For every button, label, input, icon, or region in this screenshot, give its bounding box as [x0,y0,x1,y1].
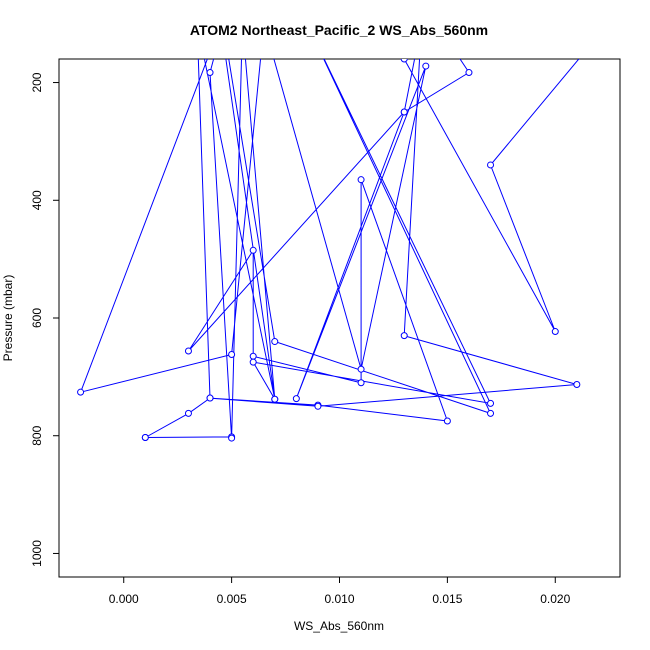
data-point [422,62,430,70]
data-point [400,108,408,116]
data-point [249,246,257,254]
data-point [271,338,279,346]
data-point [206,69,214,77]
series-line [79,59,580,439]
y-tick-label: 800 [30,425,44,445]
y-axis: 200 400 600 800 1000 [30,72,59,567]
data-point [357,379,365,387]
data-point [595,32,601,38]
data-point [249,358,257,366]
data-point [271,395,279,403]
chart-title: ATOM2 Northeast_Pacific_2 WS_Abs_560nm [190,22,488,38]
data-point [443,417,451,425]
data-point [357,176,365,184]
x-tick-label: 0.005 [217,592,247,606]
x-tick-label: 0.015 [432,592,462,606]
data-point [184,409,192,417]
data-point [400,59,408,63]
data-point [184,347,192,355]
data-point [141,433,149,441]
data-point [228,350,236,358]
y-axis-label: Pressure (mbar) [1,275,15,362]
data-point [573,381,581,389]
y-tick-label: 400 [30,190,44,210]
plot-area-border [58,58,621,578]
data-point [314,402,322,410]
data-point [292,395,300,403]
x-axis: 0.000 0.005 0.010 0.015 0.020 [109,577,571,606]
data-point [551,328,559,336]
x-tick-label: 0.010 [324,592,354,606]
y-tick-label: 600 [30,308,44,328]
data-point [400,332,408,340]
data-point [206,394,214,402]
y-tick-label: 200 [30,72,44,92]
data-point [465,69,473,77]
y-tick-label: 1000 [30,540,44,567]
x-axis-label: WS_Abs_560nm [294,619,384,633]
plot-layer [77,32,601,442]
data-point [77,388,85,396]
data-point [249,352,257,360]
x-tick-label: 0.020 [540,592,570,606]
x-tick-label: 0.000 [109,592,139,606]
data-point [487,399,495,407]
data-point [487,161,495,169]
data-point [357,365,365,373]
data-point [487,409,495,417]
data-point [228,434,236,442]
